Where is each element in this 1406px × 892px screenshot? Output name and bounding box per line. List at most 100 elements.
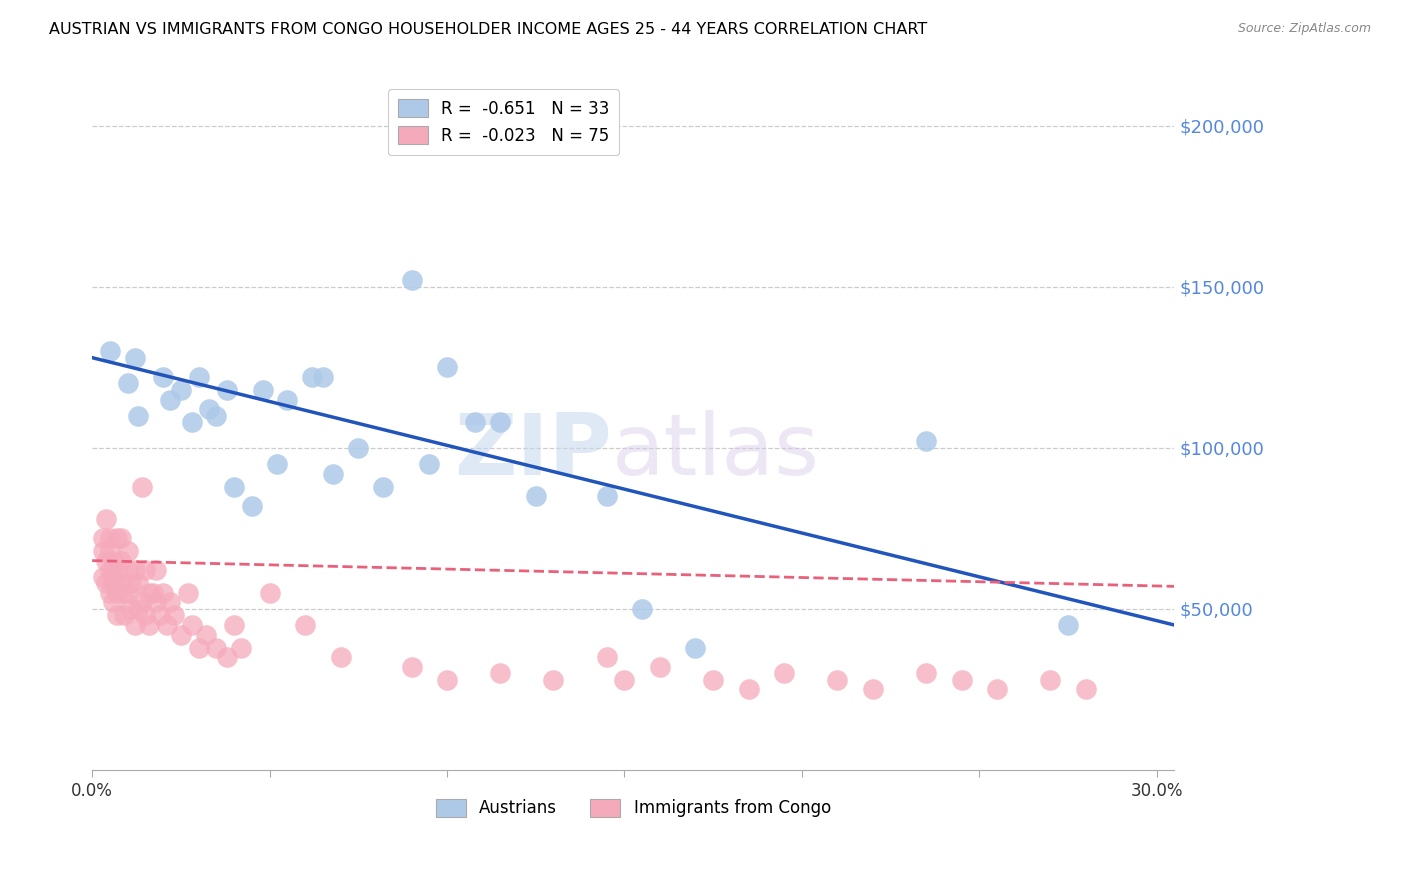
Point: [120, 576, 142, 591]
Point: [103, 595, 125, 609]
Point: [1074, 682, 1097, 697]
Point: [124, 563, 146, 577]
Point: [266, 457, 288, 471]
Point: [1039, 673, 1062, 687]
Point: [373, 479, 395, 493]
Point: [1057, 618, 1080, 632]
Point: [950, 673, 973, 687]
Point: [347, 441, 370, 455]
Point: [98, 563, 121, 577]
Point: [110, 576, 132, 591]
Point: [301, 370, 323, 384]
Point: [231, 640, 253, 655]
Point: [215, 650, 238, 665]
Point: [436, 673, 458, 687]
Point: [145, 563, 167, 577]
Point: [215, 383, 238, 397]
Point: [205, 409, 228, 423]
Point: [862, 682, 884, 697]
Point: [110, 531, 132, 545]
Point: [98, 344, 121, 359]
Point: [312, 370, 335, 384]
Point: [96, 576, 118, 591]
Point: [240, 499, 263, 513]
Point: [489, 666, 512, 681]
Point: [91, 544, 114, 558]
Point: [131, 595, 153, 609]
Point: [98, 586, 121, 600]
Point: [436, 360, 458, 375]
Point: [98, 531, 121, 545]
Point: [152, 586, 174, 600]
Point: [180, 618, 202, 632]
Point: [134, 608, 156, 623]
Point: [131, 479, 153, 493]
Point: [187, 370, 209, 384]
Point: [112, 608, 135, 623]
Point: [149, 608, 172, 623]
Point: [159, 392, 181, 407]
Point: [127, 409, 149, 423]
Point: [96, 512, 118, 526]
Point: [915, 434, 938, 449]
Point: [489, 415, 512, 429]
Point: [138, 586, 160, 600]
Point: [103, 576, 125, 591]
Point: [124, 618, 146, 632]
Point: [170, 383, 193, 397]
Point: [103, 570, 125, 584]
Point: [145, 595, 167, 609]
Text: ZIP: ZIP: [454, 410, 612, 493]
Point: [124, 351, 146, 365]
Point: [702, 673, 724, 687]
Point: [152, 370, 174, 384]
Point: [134, 563, 156, 577]
Point: [224, 479, 246, 493]
Point: [329, 650, 352, 665]
Point: [117, 376, 139, 391]
Point: [163, 608, 186, 623]
Point: [737, 682, 759, 697]
Point: [276, 392, 298, 407]
Text: atlas: atlas: [612, 410, 820, 493]
Point: [156, 618, 179, 632]
Point: [194, 628, 217, 642]
Point: [105, 608, 128, 623]
Point: [198, 402, 221, 417]
Text: Source: ZipAtlas.com: Source: ZipAtlas.com: [1237, 22, 1371, 36]
Point: [915, 666, 938, 681]
Point: [170, 628, 193, 642]
Point: [105, 531, 128, 545]
Point: [685, 640, 707, 655]
Point: [187, 640, 209, 655]
Point: [205, 640, 228, 655]
Point: [613, 673, 636, 687]
Point: [103, 553, 125, 567]
Point: [138, 618, 160, 632]
Point: [543, 673, 565, 687]
Point: [596, 489, 619, 503]
Point: [159, 595, 181, 609]
Point: [401, 273, 423, 287]
Point: [401, 660, 423, 674]
Point: [252, 383, 274, 397]
Point: [596, 650, 619, 665]
Point: [827, 673, 849, 687]
Point: [631, 602, 654, 616]
Point: [224, 618, 246, 632]
Text: AUSTRIAN VS IMMIGRANTS FROM CONGO HOUSEHOLDER INCOME AGES 25 - 44 YEARS CORRELAT: AUSTRIAN VS IMMIGRANTS FROM CONGO HOUSEH…: [49, 22, 928, 37]
Legend: Austrians, Immigrants from Congo: Austrians, Immigrants from Congo: [429, 792, 838, 824]
Point: [127, 602, 149, 616]
Point: [180, 415, 202, 429]
Point: [322, 467, 344, 481]
Point: [773, 666, 796, 681]
Point: [110, 553, 132, 567]
Point: [524, 489, 547, 503]
Point: [120, 602, 142, 616]
Point: [986, 682, 1008, 697]
Point: [105, 586, 128, 600]
Point: [294, 618, 316, 632]
Point: [141, 586, 163, 600]
Point: [98, 544, 121, 558]
Point: [117, 563, 139, 577]
